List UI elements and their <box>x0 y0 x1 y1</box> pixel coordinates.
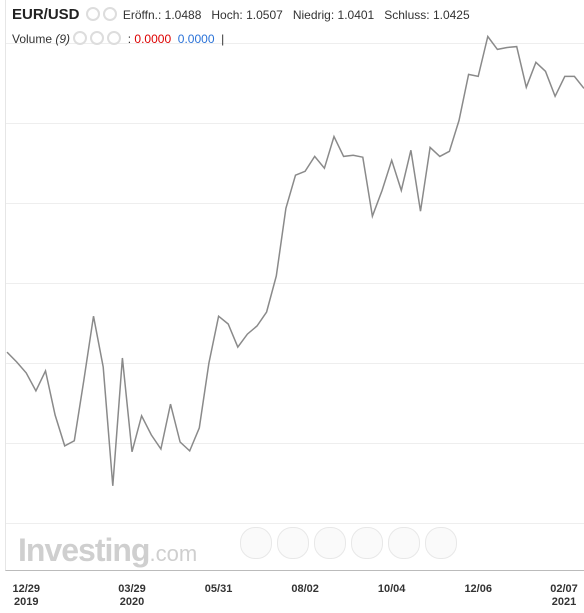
close-icon[interactable] <box>107 31 122 45</box>
x-tick-year: 2021 <box>552 596 576 608</box>
symbol: EUR/USD <box>12 6 80 23</box>
x-tick-label: 12/06 <box>464 583 492 595</box>
volume-period: (9) <box>55 32 71 46</box>
close-value: 1.0425 <box>432 8 470 22</box>
x-tick-label: 08/02 <box>291 583 319 595</box>
plot-area <box>5 0 584 571</box>
price-line <box>6 34 584 486</box>
volume-value: 0.0000 <box>134 32 172 46</box>
x-tick-label: 12/29 <box>12 583 40 595</box>
open-label: Eröffn.: <box>122 8 162 22</box>
scroll-left-button[interactable] <box>240 527 272 559</box>
x-tick-label: 02/07 <box>550 583 578 595</box>
x-tick-label: 03/29 <box>118 583 146 595</box>
eye-icon[interactable] <box>73 31 88 45</box>
x-tick-year: 2019 <box>14 596 38 608</box>
zoom-in-button[interactable] <box>277 527 309 559</box>
volume-row: Volume (9) : 0.0000 0.0000 | <box>12 31 224 46</box>
high-label: Hoch: <box>211 8 243 22</box>
high-value: 1.0507 <box>246 8 283 22</box>
close-label: Schluss: <box>384 8 430 22</box>
logo: Investing.com <box>18 532 197 569</box>
zoom-reset-button[interactable] <box>314 527 346 559</box>
low-value: 1.0401 <box>337 8 375 22</box>
open-value: 1.0488 <box>164 8 202 22</box>
volume-sep: : <box>127 32 132 46</box>
header: EUR/USD Eröffn.: 1.0488 Hoch: 1.0507 Nie… <box>12 6 470 23</box>
volume-label: Volume <box>12 32 53 46</box>
scroll-right-button[interactable] <box>425 527 457 559</box>
logo-suffix: .com <box>149 541 198 566</box>
logo-name: Investing <box>18 532 150 568</box>
volume-value: 0.0000 <box>177 32 215 46</box>
gear-icon[interactable] <box>90 31 105 45</box>
eye-icon[interactable] <box>85 7 100 21</box>
cursor: | <box>221 32 225 46</box>
x-tick-label: 05/31 <box>205 583 233 595</box>
low-label: Niedrig: <box>292 8 335 22</box>
pan-button[interactable] <box>388 527 420 559</box>
x-tick-year: 2020 <box>120 596 144 608</box>
x-tick-label: 10/04 <box>378 583 406 595</box>
gear-icon[interactable] <box>102 7 117 21</box>
zoom-out-button[interactable] <box>351 527 383 559</box>
toolbar <box>240 527 457 559</box>
